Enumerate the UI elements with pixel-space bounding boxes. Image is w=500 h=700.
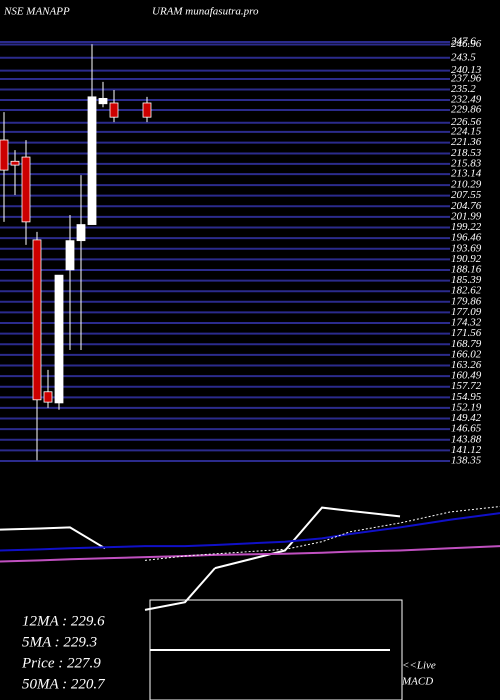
y-tick-label: 143.88 — [451, 433, 482, 445]
y-tick-label: 224.15 — [451, 125, 482, 137]
candle-body — [76, 224, 86, 242]
y-tick-label: 146.65 — [451, 423, 482, 435]
candle-body — [10, 160, 20, 166]
stat-text: Price : 227.9 — [21, 655, 101, 671]
y-tick-label: 138.35 — [451, 455, 482, 467]
y-tick-label: 157.72 — [451, 380, 482, 392]
stat-text: 50MA : 220.7 — [22, 676, 106, 692]
y-tick-label: 237.96 — [451, 73, 482, 85]
y-tick-label: 182.62 — [451, 285, 482, 297]
y-tick-label: 204.76 — [451, 200, 482, 212]
y-tick-label: 247.6 — [451, 36, 476, 48]
y-tick-label: 218.53 — [451, 147, 482, 159]
y-tick-label: 160.49 — [451, 370, 482, 382]
y-tick-label: 243.5 — [451, 51, 476, 63]
candle-body — [142, 102, 152, 118]
y-tick-label: 168.79 — [451, 338, 482, 350]
y-tick-label: 177.09 — [451, 306, 482, 318]
y-tick-label: 215.83 — [451, 157, 482, 169]
y-tick-label: 213.14 — [451, 168, 482, 180]
y-tick-label: 141.12 — [451, 444, 482, 456]
y-tick-label: 171.56 — [451, 327, 482, 339]
title-left: NSE MANAPP — [3, 6, 70, 18]
y-tick-label: 152.19 — [451, 401, 482, 413]
indicator-line — [144, 506, 500, 561]
y-tick-label: 246.96 — [451, 38, 482, 50]
y-tick-label: 154.95 — [451, 391, 482, 403]
stat-text: 12MA : 229.6 — [22, 613, 105, 629]
candle-body — [21, 156, 31, 223]
y-tick-label: 185.39 — [451, 274, 482, 286]
candle-body — [54, 274, 64, 404]
y-tick-label: 149.42 — [451, 412, 482, 424]
candle-body — [87, 96, 97, 225]
indicator-line — [0, 545, 500, 563]
y-tick-label: 201.99 — [451, 210, 482, 222]
y-tick-label: 210.29 — [451, 179, 482, 191]
y-tick-label: 232.49 — [451, 93, 482, 105]
candle-body — [65, 240, 75, 271]
y-tick-label: 179.86 — [451, 295, 482, 307]
macd-label: MACD — [401, 676, 433, 688]
y-tick-label: 221.36 — [451, 136, 482, 148]
y-tick-label: 188.16 — [451, 263, 482, 275]
candle-body — [109, 102, 119, 118]
y-tick-label: 226.56 — [451, 116, 482, 128]
candle-body — [43, 391, 53, 403]
y-tick-label: 166.02 — [451, 348, 482, 360]
indicator-line — [0, 512, 500, 552]
y-tick-label: 174.32 — [451, 317, 482, 329]
live-label: <<Live — [402, 660, 436, 672]
candle-body — [98, 97, 108, 105]
y-tick-label: 229.86 — [451, 104, 482, 116]
y-tick-label: 193.69 — [451, 242, 482, 254]
y-tick-label: 163.26 — [451, 359, 482, 371]
y-tick-label: 235.2 — [451, 83, 476, 95]
y-tick-label: 196.46 — [451, 232, 482, 244]
y-tick-label: 240.13 — [451, 64, 482, 76]
y-tick-label: 207.55 — [451, 189, 482, 201]
title-right: URAM munafasutra.pro — [152, 6, 259, 18]
candle-body — [0, 139, 9, 171]
indicator-line — [144, 567, 216, 611]
indicator-line — [214, 506, 401, 570]
stat-text: 5MA : 229.3 — [22, 634, 97, 650]
indicator-line — [0, 526, 106, 550]
y-tick-label: 190.92 — [451, 253, 482, 265]
candle-body — [32, 239, 42, 401]
y-tick-label: 199.22 — [451, 221, 482, 233]
